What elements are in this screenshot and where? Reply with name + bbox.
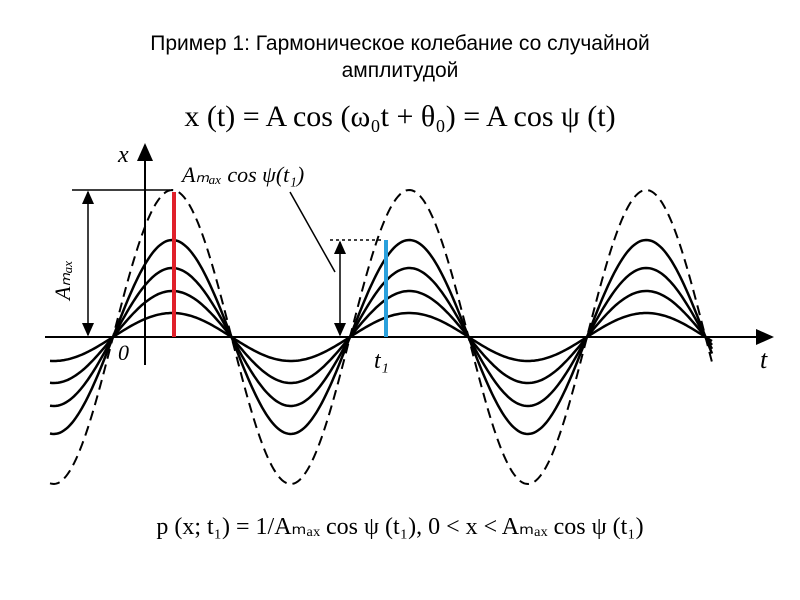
slide-title: Пример 1: Гармоническое колебание со слу… xyxy=(150,32,650,82)
pointer-label: Aₘₐₓ cos ψ(t₁) xyxy=(180,162,304,187)
t1-label: t₁ xyxy=(374,348,389,374)
formula: x (t) = A cos (ω₀t + θ₀) = A cos ψ (t) xyxy=(184,100,616,133)
oscillation-curve xyxy=(49,289,713,385)
amax-label: Aₘₐₓ xyxy=(50,260,75,302)
t-axis-label: t xyxy=(760,345,768,374)
formula: p (x; t₁) = 1/Aₘₐₓ cos ψ (t₁), 0 < x < A… xyxy=(156,514,644,540)
envelope-curve xyxy=(49,188,713,486)
x-axis-label: x xyxy=(117,142,129,168)
curves xyxy=(49,188,714,486)
origin-label: 0 xyxy=(118,340,129,365)
oscillation-curve xyxy=(49,311,713,363)
oscillation-curve xyxy=(49,238,714,436)
pointer-line xyxy=(289,191,336,273)
oscillation-curve xyxy=(49,266,714,408)
